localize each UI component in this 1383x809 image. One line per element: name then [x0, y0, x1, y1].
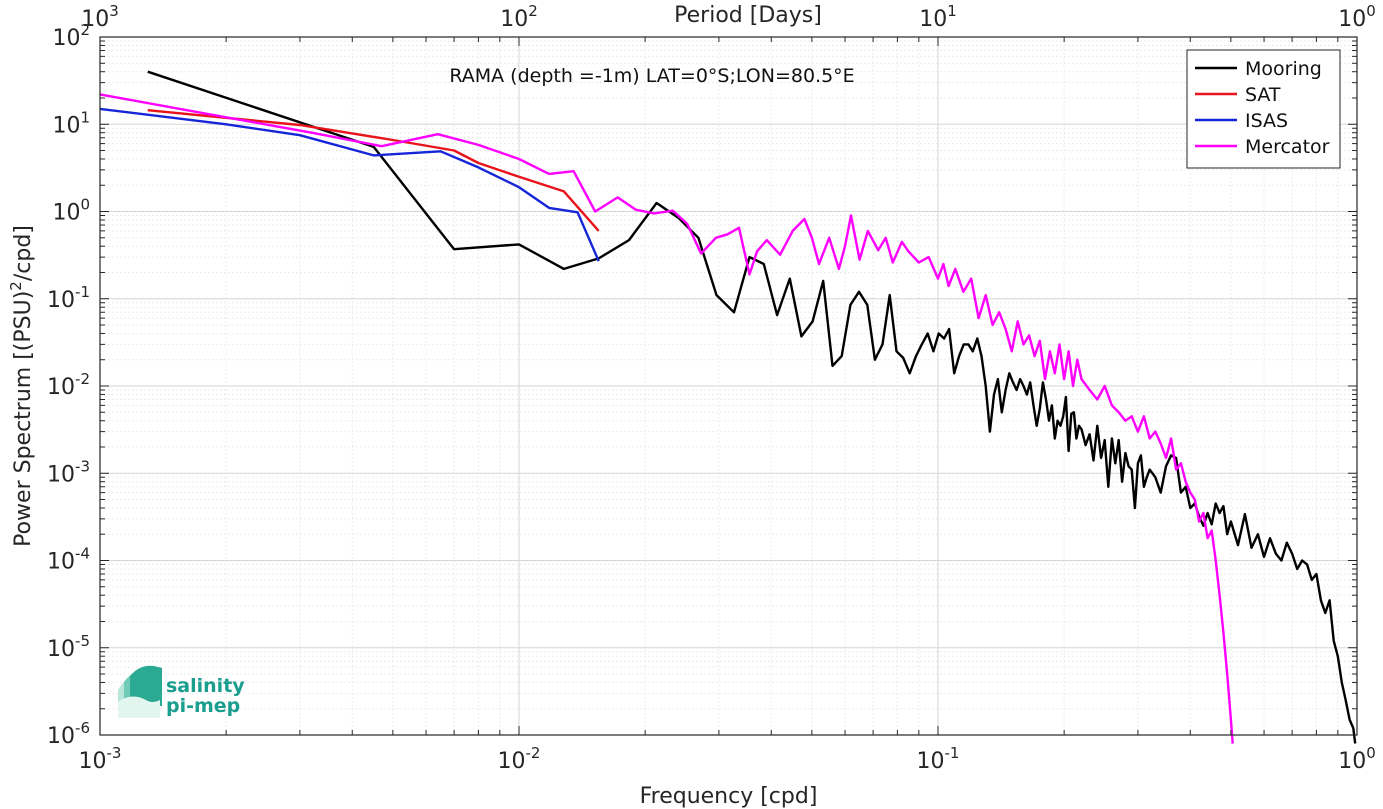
top-tick-label: 100: [1338, 2, 1376, 32]
chart-annotation: RAMA (depth =-1m) LAT=0°S;LON=80.5°E: [449, 65, 854, 87]
y-tick-label: 10-3: [47, 457, 90, 487]
y-axis-label-tail: /cpd]: [11, 225, 36, 281]
y-tick-label: 102: [52, 21, 90, 51]
series-line-sat: [147, 109, 600, 232]
y-tick-label: 100: [52, 196, 90, 226]
top-axis-label: Period [Days]: [674, 3, 822, 28]
top-tick-label: 102: [500, 2, 538, 32]
series-line-isas: [99, 107, 600, 262]
y-tick-label: 10-6: [47, 719, 90, 749]
logo-mark-icon: [118, 665, 162, 718]
y-axis-label-main: Power Spectrum [(PSU): [11, 291, 36, 547]
y-axis-label: Power Spectrum [(PSU)2/cpd]: [7, 225, 36, 547]
x-tick-label: 10-1: [917, 744, 960, 774]
legend-label-mercator: Mercator: [1245, 136, 1330, 158]
x-axis-label: Frequency [cpd]: [640, 784, 818, 809]
y-tick-label: 10-4: [47, 545, 90, 575]
x-tick-label: 10-3: [79, 744, 122, 774]
axis-ticks: [99, 37, 1357, 736]
top-tick-label: 101: [919, 2, 957, 32]
grid-lines: [99, 37, 1357, 736]
series-line-mooring: [147, 70, 1357, 744]
y-axis-label-sup: 2: [7, 281, 25, 291]
legend-label-sat: SAT: [1245, 84, 1281, 106]
x-tick-label: 100: [1338, 744, 1376, 774]
legend: Mooring SAT ISAS Mercator: [1186, 49, 1341, 169]
logo-text-line2: pi-mep: [166, 695, 240, 717]
salinity-pimep-logo: salinity pi-mep: [118, 665, 245, 718]
top-tick-label: 103: [81, 2, 119, 32]
series-layer: [99, 70, 1357, 744]
legend-label-mooring: Mooring: [1245, 58, 1322, 80]
x-tick-label: 10-2: [498, 744, 541, 774]
legend-label-isas: ISAS: [1245, 110, 1288, 132]
legend-box: [1186, 49, 1341, 169]
series-line-mercator: [99, 93, 1234, 744]
y-tick-label: 101: [52, 108, 90, 138]
y-tick-label: 10-2: [47, 370, 90, 400]
y-tick-label: 10-1: [47, 283, 90, 313]
logo-text-line1: salinity: [166, 675, 245, 697]
y-tick-label: 10-5: [47, 632, 90, 662]
